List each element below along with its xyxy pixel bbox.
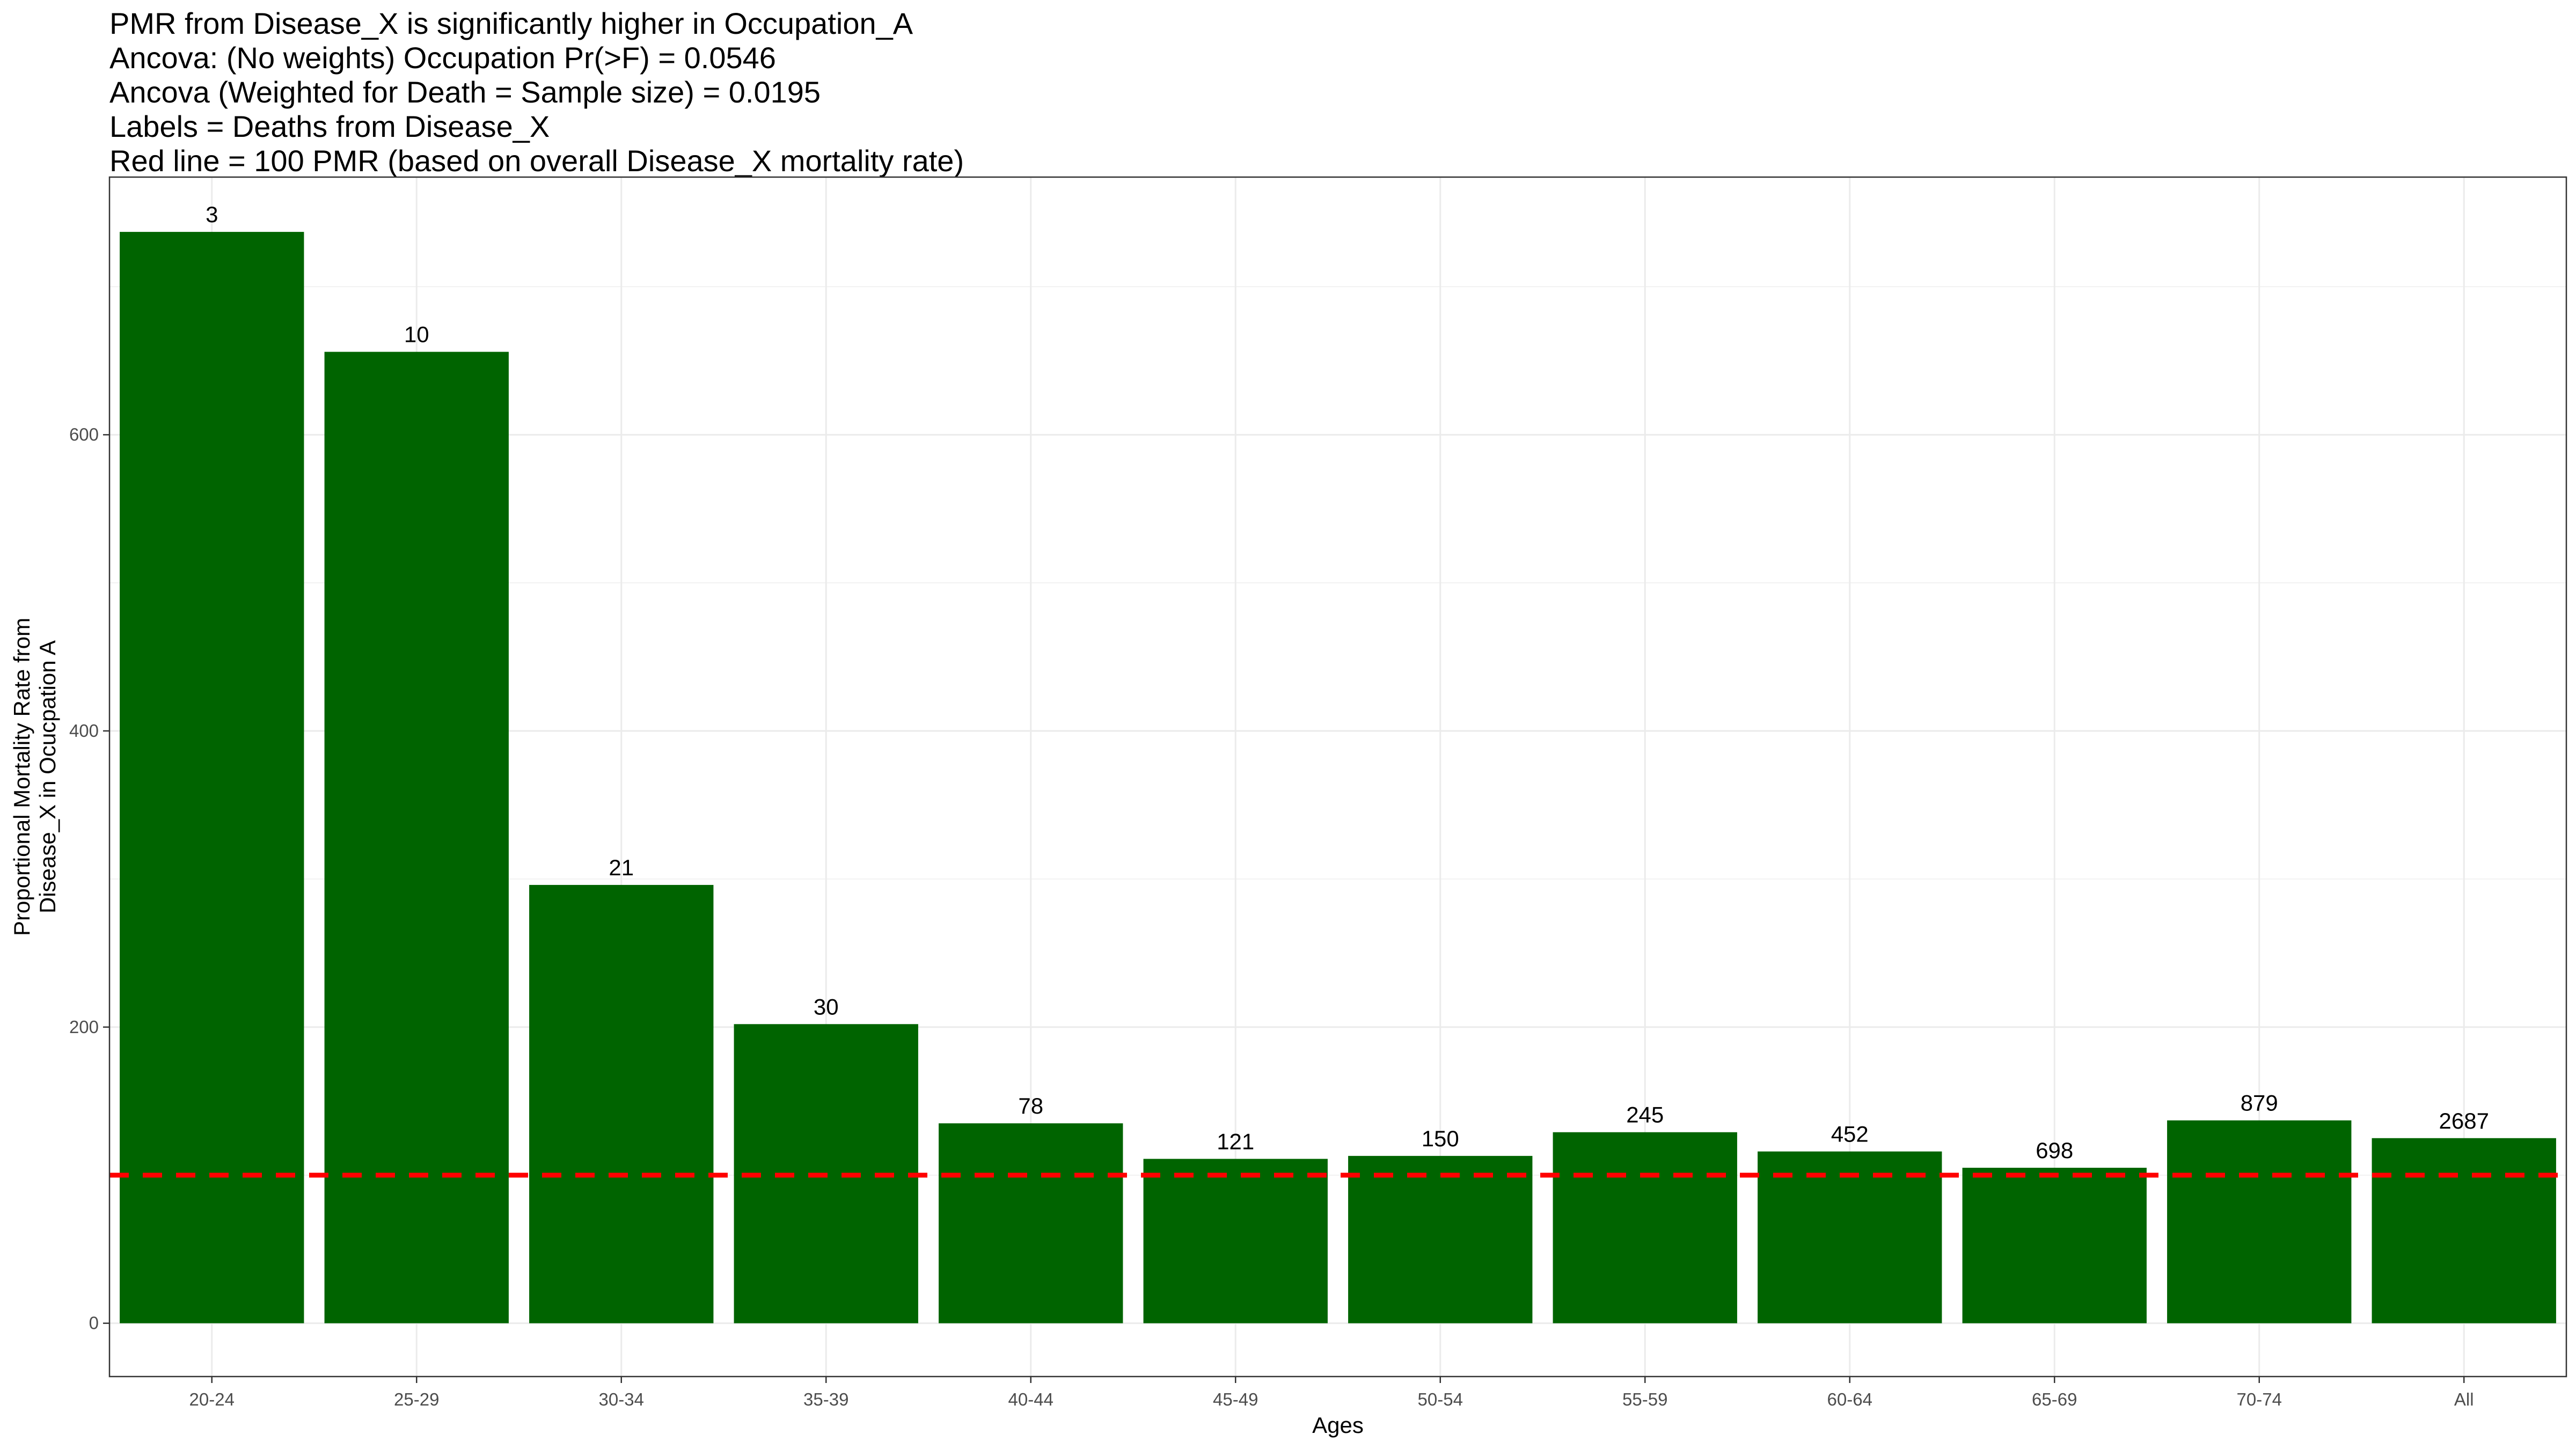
x-tick-label: 30-34 (599, 1389, 644, 1409)
data-label: 698 (2036, 1138, 2073, 1163)
data-label: 78 (1018, 1093, 1043, 1118)
y-axis-title-line: Proportional Mortality Rate from (9, 618, 34, 936)
y-tick-label: 0 (89, 1313, 99, 1333)
data-label: 10 (404, 322, 429, 347)
data-label: 2687 (2439, 1108, 2489, 1133)
x-tick-label: All (2454, 1389, 2474, 1409)
y-tick-label: 400 (69, 721, 99, 741)
y-tick-label: 600 (69, 425, 99, 444)
y-axis: 0 200 400 600 (69, 425, 109, 1333)
bar-65-69 (1962, 1167, 2147, 1323)
bar-30-34 (529, 884, 714, 1323)
data-label: 121 (1217, 1129, 1254, 1154)
data-label: 21 (609, 855, 634, 880)
x-tick-label: 35-39 (803, 1389, 848, 1409)
x-tick-label: 25-29 (394, 1389, 439, 1409)
data-label: 879 (2241, 1091, 2278, 1116)
x-tick-label: 20-24 (189, 1389, 235, 1409)
data-label: 3 (206, 202, 218, 227)
subtitle-line: Ancova: (No weights) Occupation Pr(>F) =… (109, 41, 776, 75)
subtitle-line: Red line = 100 PMR (based on overall Dis… (109, 144, 964, 178)
bar-45-49 (1143, 1159, 1328, 1323)
y-tick-label: 200 (69, 1017, 99, 1037)
x-tick-label: 50-54 (1418, 1389, 1463, 1409)
y-axis-title-line: Disease_X in Ocucpation A (35, 640, 60, 913)
data-label: 245 (1626, 1102, 1664, 1128)
subtitle-line: Ancova (Weighted for Death = Sample size… (109, 75, 821, 109)
data-labels: 3 10 21 30 78 121 150 245 452 698 879 2687 (206, 202, 2489, 1163)
bar-60-64 (1758, 1151, 1942, 1323)
bar-70-74 (2167, 1120, 2352, 1323)
plot-panel-border (108, 176, 2567, 1378)
x-tick-label: 65-69 (2032, 1389, 2077, 1409)
bar-20-24 (120, 232, 304, 1323)
x-tick-label: 55-59 (1622, 1389, 1667, 1409)
data-label: 452 (1831, 1122, 1869, 1147)
bar-50-54 (1348, 1155, 1533, 1323)
data-label: 150 (1422, 1126, 1459, 1151)
x-tick-label: 45-49 (1213, 1389, 1258, 1409)
subtitle-line: Labels = Deaths from Disease_X (109, 109, 550, 143)
bar-55-59 (1553, 1132, 1737, 1323)
bar-all (2372, 1138, 2556, 1323)
x-axis: 20-24 25-29 30-34 35-39 40-44 45-49 50-54 55-59… (189, 1377, 2474, 1409)
x-tick-label: 40-44 (1008, 1389, 1053, 1409)
bar-40-44 (939, 1123, 1123, 1323)
chart-title: PMR from Disease_X is significantly high… (109, 6, 964, 178)
title-line: PMR from Disease_X is significantly high… (109, 6, 913, 40)
bar-25-29 (324, 352, 509, 1323)
x-axis-title: Ages (1312, 1413, 1364, 1438)
x-tick-label: 60-64 (1827, 1389, 1872, 1409)
bars (120, 232, 2556, 1323)
x-tick-label: 70-74 (2237, 1389, 2282, 1409)
data-label: 30 (814, 994, 839, 1019)
